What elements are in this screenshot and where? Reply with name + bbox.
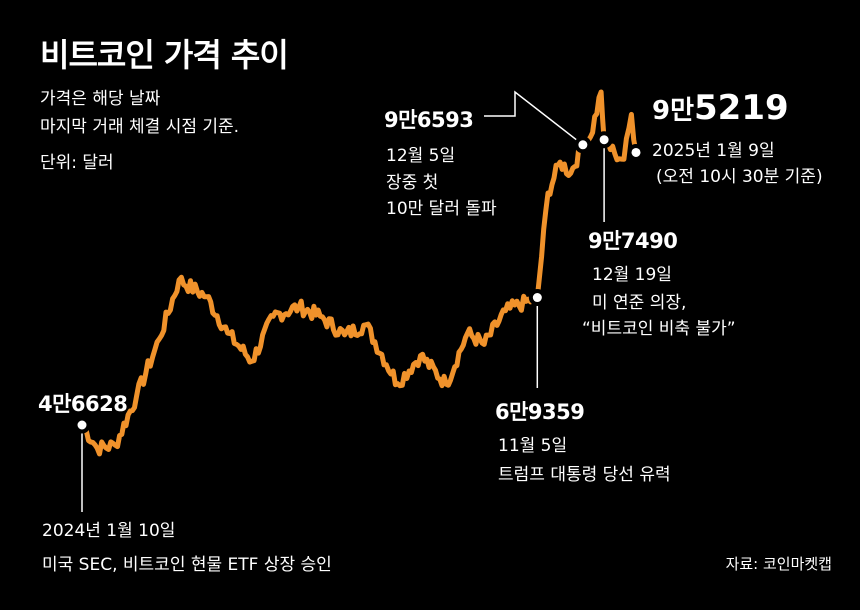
annotation-note-election: 트럼프 대통령 당선 유력 <box>498 465 671 485</box>
source-label: 자료: 코인마켓캡 <box>725 555 832 573</box>
annotation-note-100k-2: 10만 달러 돌파 <box>386 199 497 219</box>
annotation-date-100k: 12월 5일 <box>386 146 456 166</box>
annotation-note-start: 미국 SEC, 비트코인 현물 ETF 상장 승인 <box>42 555 332 575</box>
annotation-date-start: 2024년 1월 10일 <box>42 521 176 541</box>
latest-value-lead: 9만 <box>652 96 695 126</box>
latest-value-main: 5219 <box>694 88 789 128</box>
description-line-2: 마지막 거래 체결 시점 기준. <box>40 117 240 137</box>
annotation-value-latest: 9만5219 <box>652 88 789 128</box>
annotation-value-100k: 9만6593 <box>384 108 474 132</box>
chart-title: 비트코인 가격 추이 <box>40 36 289 74</box>
annotation-date-fed: 12월 19일 <box>592 265 672 285</box>
marker-latest <box>627 143 645 161</box>
marker-fed-remark <box>595 131 613 149</box>
unit-label: 단위: 달러 <box>40 153 114 173</box>
annotation-note-latest: (오전 10시 30분 기준) <box>656 167 823 187</box>
marker-etf-approval <box>73 416 91 434</box>
annotation-date-latest: 2025년 1월 9일 <box>652 141 775 161</box>
annotation-value-start: 4만6628 <box>38 392 128 416</box>
annotation-date-election: 11월 5일 <box>498 436 568 456</box>
annotation-note-fed-2: “비트코인 비축 불가” <box>582 319 736 339</box>
leader-lines <box>81 90 605 512</box>
marker-group <box>73 131 645 434</box>
annotation-value-fed: 9만7490 <box>588 229 678 253</box>
description-line-1: 가격은 해당 날짜 <box>40 89 161 109</box>
annotation-value-election: 6만9359 <box>495 400 585 424</box>
leader-first-100k <box>484 90 584 146</box>
price-line <box>79 89 639 457</box>
marker-election <box>528 289 546 307</box>
annotation-note-100k-1: 장중 첫 <box>386 173 439 193</box>
annotation-note-fed-1: 미 연준 의장, <box>592 293 687 313</box>
marker-first-100k <box>574 136 592 154</box>
